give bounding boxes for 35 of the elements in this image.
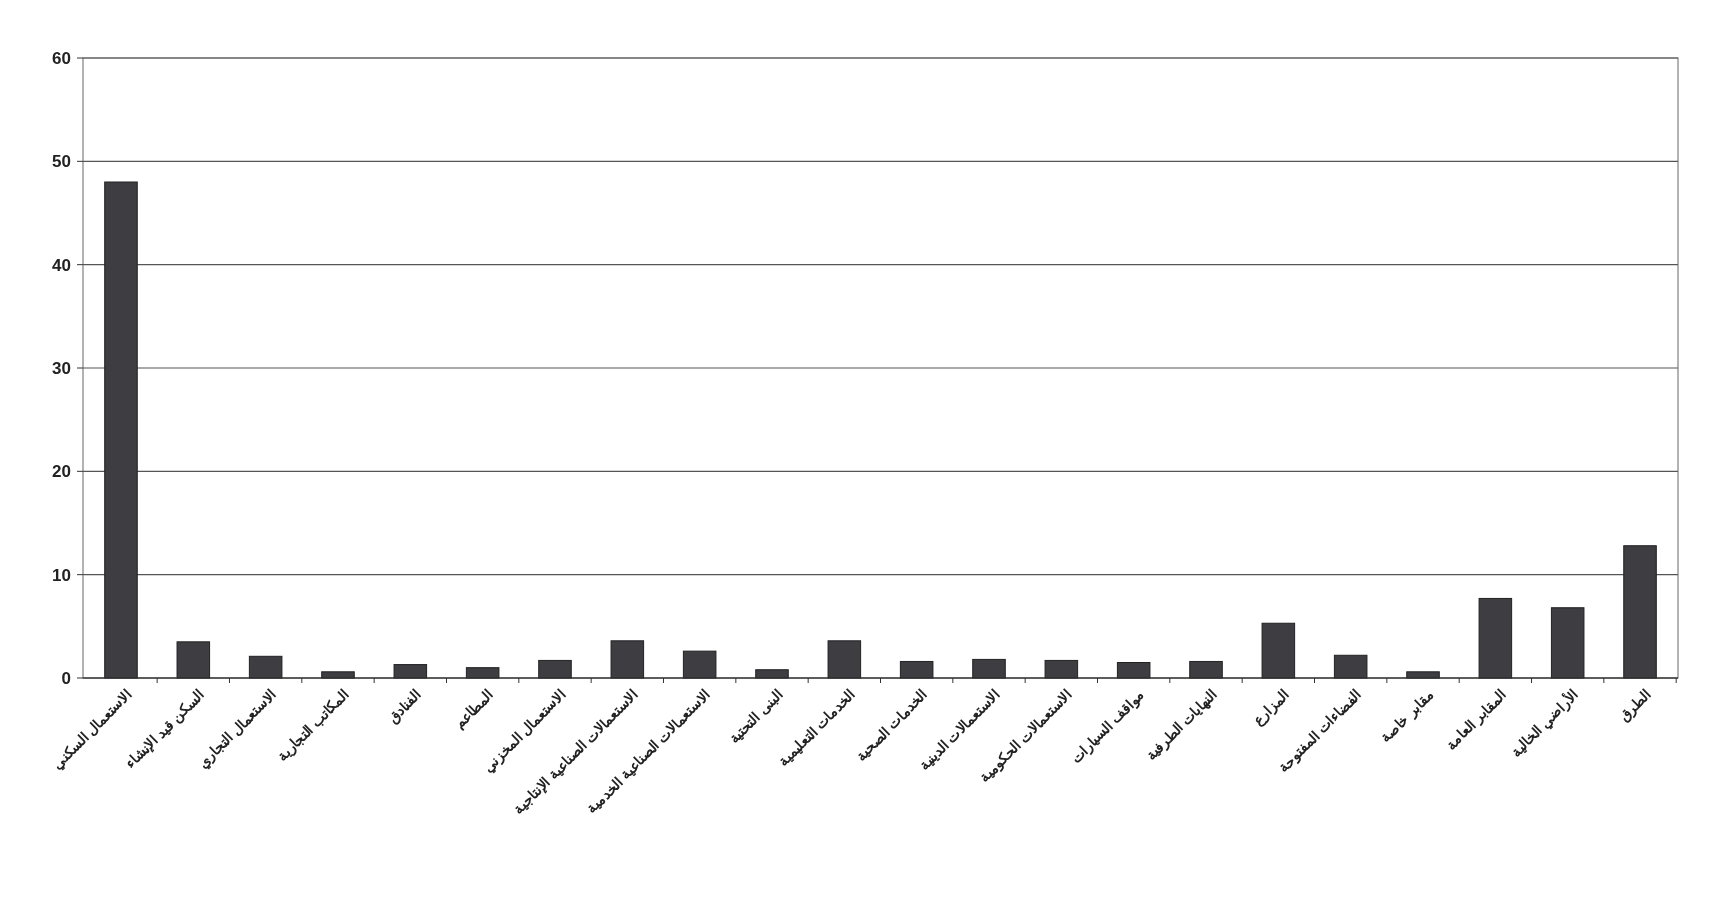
bar — [899, 660, 934, 679]
y-tick-label: 60 — [52, 48, 71, 68]
y-tick-label: 40 — [52, 255, 71, 275]
x-tick-label: البنى التحتية — [725, 686, 786, 747]
y-tick-label: 10 — [52, 565, 71, 585]
bar — [682, 650, 717, 679]
x-tick-label: المزارع — [1250, 686, 1293, 729]
bar — [827, 640, 862, 679]
y-tick-label: 50 — [52, 152, 71, 172]
bar — [1333, 654, 1368, 679]
x-tick-label: المطاعم — [450, 686, 497, 733]
x-tick-label: المقابر العامة — [1442, 686, 1510, 754]
bar — [610, 640, 645, 679]
bar — [465, 667, 500, 679]
bar — [1478, 597, 1513, 679]
bar — [1623, 545, 1657, 679]
bar — [972, 658, 1006, 679]
y-tick-label: 20 — [52, 462, 71, 482]
y-tick-label: 30 — [52, 358, 71, 378]
bar — [176, 641, 211, 679]
x-tick-label: الفنادق — [384, 686, 425, 727]
x-tick-label: مقابر خاصة — [1377, 686, 1438, 747]
bar — [248, 655, 283, 679]
bar — [104, 181, 138, 679]
bar — [1189, 660, 1223, 679]
bar — [393, 664, 428, 679]
bar — [1550, 607, 1585, 679]
y-tick-label: 0 — [61, 668, 71, 688]
x-tick-label: الطرق — [1615, 686, 1655, 726]
x-tick-label: النهايات الطرفية — [1142, 686, 1221, 764]
bar — [1044, 659, 1079, 679]
bar — [1261, 622, 1296, 679]
x-tick-label: الأراضي الخالية — [1507, 685, 1582, 761]
bar — [1116, 662, 1151, 679]
bar — [538, 659, 572, 679]
